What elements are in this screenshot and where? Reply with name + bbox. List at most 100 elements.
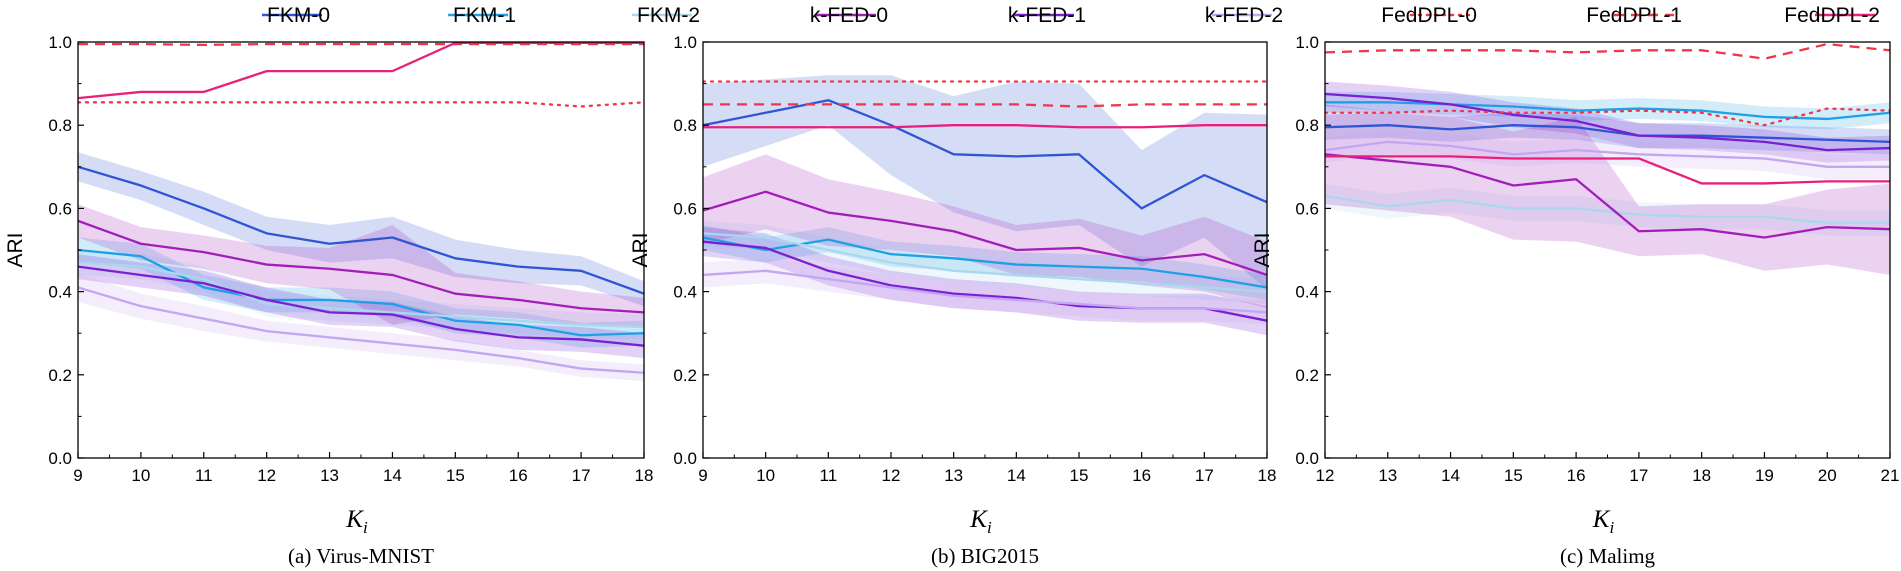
series-line-k-fed-0 [1325, 153, 1890, 239]
x-axis-label: Ki [969, 506, 992, 537]
y-tick-label: 0.0 [1295, 449, 1319, 468]
panel-caption: (a) Virus-MNIST [288, 544, 434, 568]
x-axis-label-main: K [1592, 506, 1611, 533]
series-line-fkm-2 [703, 232, 1267, 293]
legend-label: FedDPL-0 [1381, 4, 1477, 27]
y-tick-label: 0.0 [673, 449, 697, 468]
legend-item-k-fed-2: k-FED-2 [1205, 4, 1283, 27]
legend-item-k-fed-0: k-FED-0 [810, 4, 888, 27]
x-axis-label: Ki [345, 506, 368, 537]
x-tick-label: 18 [1258, 466, 1277, 485]
x-axis: 9 10 11 12 13 14 15 16 17 18 Ki [73, 452, 653, 537]
x-axis-label-subscript: i [1609, 518, 1614, 537]
band-fkm-2 [1325, 183, 1890, 236]
x-tick-label: 10 [756, 466, 775, 485]
legend-item-feddpl-1: FedDPL-1 [1586, 4, 1682, 27]
x-tick-label: 16 [1567, 466, 1586, 485]
y-axis-label: ARI [629, 232, 652, 267]
legend-item-fkm-2: FKM-2 [632, 4, 700, 27]
legend-label: FKM-1 [453, 4, 516, 27]
x-tick-label: 15 [1504, 466, 1523, 485]
legend-label: FKM-2 [637, 4, 700, 27]
legend-item-feddpl-0: FedDPL-0 [1381, 4, 1477, 27]
x-tick-label: 13 [320, 466, 339, 485]
legend-label: FedDPL-2 [1784, 4, 1880, 27]
legend-label: k-FED-2 [1205, 4, 1283, 27]
x-tick-label: 15 [1070, 466, 1089, 485]
x-tick-label: 14 [1007, 466, 1026, 485]
y-tick-label: 0.4 [48, 283, 72, 302]
x-tick-label: 20 [1818, 466, 1837, 485]
y-tick-label: 0.4 [673, 283, 697, 302]
x-axis-label-subscript: i [987, 518, 992, 537]
band-k-fed-1 [1325, 81, 1890, 163]
legend-label: k-FED-1 [1008, 4, 1086, 27]
legend-item-fkm-1: FKM-1 [448, 4, 516, 27]
series-line-fkm-0 [1325, 124, 1890, 143]
x-tick-label: 18 [635, 466, 654, 485]
y-tick-label: 0.2 [673, 366, 697, 385]
series-line-k-fed-2 [1325, 140, 1890, 168]
x-tick-label: 14 [383, 466, 402, 485]
y-tick-label: 0.2 [48, 366, 72, 385]
y-axis: 0.0 0.2 0.4 0.6 0.8 1.0 ARI [1251, 33, 1331, 468]
y-tick-label: 0.2 [1295, 366, 1319, 385]
series-line-fkm-0 [703, 99, 1267, 210]
series-line-feddpl-1 [1325, 42, 1890, 60]
panel-2: 0.0 0.2 0.4 0.6 0.8 1.0 ARI 9 10 11 12 13 14 15 16 17 18… [629, 33, 1276, 568]
x-axis-label-subscript: i [363, 518, 368, 537]
series-line-fkm-2 [78, 261, 644, 329]
x-tick-label: 18 [1692, 466, 1711, 485]
legend-label: FedDPL-1 [1586, 4, 1682, 27]
band-fkm-0 [703, 75, 1267, 290]
y-tick-label: 0.0 [48, 449, 72, 468]
x-tick-label: 12 [1316, 466, 1335, 485]
x-tick-label: 13 [1378, 466, 1397, 485]
x-tick-label: 10 [131, 466, 150, 485]
band-fkm-0 [1325, 112, 1890, 155]
y-tick-label: 1.0 [1295, 33, 1319, 52]
x-tick-label: 14 [1441, 466, 1460, 485]
band-k-fed-1 [78, 254, 644, 359]
y-axis-label: ARI [1251, 232, 1274, 267]
y-tick-label: 1.0 [673, 33, 697, 52]
x-axis: 9 10 11 12 13 14 15 16 17 18 Ki [698, 452, 1276, 537]
series-line-feddpl-2 [78, 42, 644, 100]
x-tick-label: 17 [1195, 466, 1214, 485]
x-tick-label: 16 [1132, 466, 1151, 485]
x-tick-label: 15 [446, 466, 465, 485]
x-axis-label: Ki [1592, 506, 1615, 537]
band-k-fed-0 [78, 204, 644, 327]
series-line-k-fed-1 [1325, 92, 1890, 152]
x-tick-label: 9 [73, 466, 82, 485]
panel-1: 0.0 0.2 0.4 0.6 0.8 1.0 ARI 9 10 11 12 13 14 15 16 17 18… [4, 33, 653, 568]
y-tick-label: 0.8 [1295, 116, 1319, 135]
legend-item-feddpl-2: FedDPL-2 [1784, 4, 1880, 27]
band-k-fed-0 [703, 154, 1267, 309]
panel-3: 0.0 0.2 0.4 0.6 0.8 1.0 ARI 12 13 14 15 16 17 18 19 20 2… [1251, 33, 1899, 568]
panel-caption: (b) BIG2015 [931, 544, 1039, 568]
x-tick-label: 9 [698, 466, 707, 485]
legend-item-fkm-0: FKM-0 [262, 4, 330, 27]
x-tick-label: 17 [1629, 466, 1648, 485]
y-tick-label: 0.4 [1295, 283, 1319, 302]
x-axis-label-main: K [345, 506, 364, 533]
y-tick-label: 0.8 [48, 116, 72, 135]
band-k-fed-2 [1325, 129, 1890, 180]
y-tick-label: 0.6 [48, 199, 72, 218]
series-line-k-fed-2 [78, 286, 644, 374]
x-tick-label: 11 [195, 466, 213, 485]
y-tick-label: 1.0 [48, 33, 72, 52]
series-line-k-fed-0 [703, 190, 1267, 277]
legend-label: k-FED-0 [810, 4, 888, 27]
y-tick-label: 0.6 [673, 199, 697, 218]
panel-caption: (c) Malimg [1560, 544, 1656, 568]
x-tick-label: 19 [1755, 466, 1774, 485]
y-axis: 0.0 0.2 0.4 0.6 0.8 1.0 ARI [629, 33, 709, 468]
series-line-feddpl-1 [703, 103, 1267, 108]
series-line-feddpl-2 [1325, 155, 1890, 185]
x-tick-label: 11 [820, 466, 838, 485]
series-line-feddpl-2 [703, 124, 1267, 129]
series-lines [703, 80, 1267, 322]
x-tick-label: 12 [257, 466, 276, 485]
